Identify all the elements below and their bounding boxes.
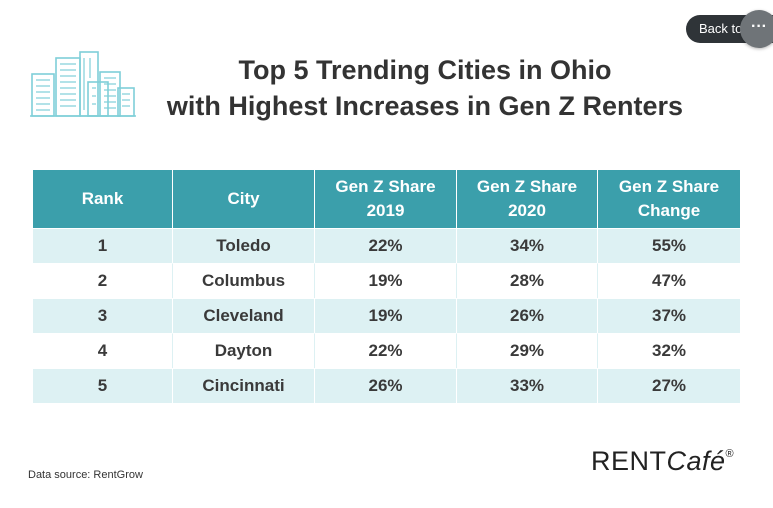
title-line-2: with Highest Increases in Gen Z Renters — [166, 91, 684, 121]
column-header: Gen Z Share 2020 — [457, 170, 598, 228]
table-header-row: Rank City Gen Z Share 2019 Gen Z Share 2020 Ge… — [33, 170, 740, 228]
brand-registered-mark: ® — [725, 448, 735, 460]
table-cell: 22% — [315, 333, 457, 368]
table-cell: 47% — [598, 263, 740, 298]
table-cell: 27% — [598, 368, 740, 403]
table-cell: Cleveland — [173, 298, 315, 333]
table-cell: 19% — [315, 263, 457, 298]
table-cell: Toledo — [173, 228, 315, 263]
title-line-1: Top 5 Trending Cities in Ohio — [238, 55, 612, 85]
table-cell: 26% — [457, 298, 598, 333]
table-cell: 28% — [457, 263, 598, 298]
table-cell: 55% — [598, 228, 740, 263]
table-cell: 22% — [315, 228, 457, 263]
table-cell: 2 — [33, 263, 173, 298]
column-header: Gen Z Share 2019 — [315, 170, 457, 228]
table-cell: Dayton — [173, 333, 315, 368]
table-cell: 37% — [598, 298, 740, 333]
column-header-text: 2019 — [366, 201, 405, 220]
data-table: Rank City Gen Z Share 2019 Gen Z Share 2020 Ge… — [33, 170, 740, 403]
table-cell: 4 — [33, 333, 173, 368]
table-cell: 29% — [457, 333, 598, 368]
column-header-text: Gen Z Share — [618, 177, 720, 196]
table-cell: 26% — [315, 368, 457, 403]
table-cell: 33% — [457, 368, 598, 403]
column-header-text: Rank — [81, 189, 124, 208]
table-row: 4 Dayton 22% 29% 32% — [33, 333, 740, 368]
brand-logo: RENTCafé® — [591, 446, 734, 477]
brand-main: RENT — [591, 446, 667, 476]
column-header: City — [173, 170, 315, 228]
table-cell: 34% — [457, 228, 598, 263]
data-source-note: Data source: RentGrow — [28, 469, 143, 481]
column-header-text: Gen Z Share — [335, 177, 436, 196]
column-header-text: Gen Z Share — [476, 177, 578, 196]
table-row: 1 Toledo 22% 34% 55% — [33, 228, 740, 263]
column-header-text: 2020 — [508, 201, 546, 220]
table-cell: 1 — [33, 228, 173, 263]
chart-title: Top 5 Trending Cities in Ohio with Highe… — [140, 52, 710, 124]
table-row: 2 Columbus 19% 28% 47% — [33, 263, 740, 298]
table-cell: 19% — [315, 298, 457, 333]
column-header-text: Change — [637, 201, 701, 220]
column-header: Rank — [33, 170, 173, 228]
column-header: Gen Z Share Change — [598, 170, 740, 228]
table-cell: 3 — [33, 298, 173, 333]
table-cell: 32% — [598, 333, 740, 368]
more-options-button[interactable]: ··· — [740, 10, 773, 48]
table-cell: 5 — [33, 368, 173, 403]
table-body: 1 Toledo 22% 34% 55% 2 Columbus 19% 28% 47% 3 Cleve… — [33, 228, 740, 403]
city-buildings-icon — [30, 51, 136, 117]
table-cell: Columbus — [173, 263, 315, 298]
column-header-text: City — [227, 189, 260, 208]
table-cell: Cincinnati — [173, 368, 315, 403]
table-row: 3 Cleveland 19% 26% 37% — [33, 298, 740, 333]
brand-italic: Café — [666, 446, 726, 476]
table-row: 5 Cincinnati 26% 33% 27% — [33, 368, 740, 403]
